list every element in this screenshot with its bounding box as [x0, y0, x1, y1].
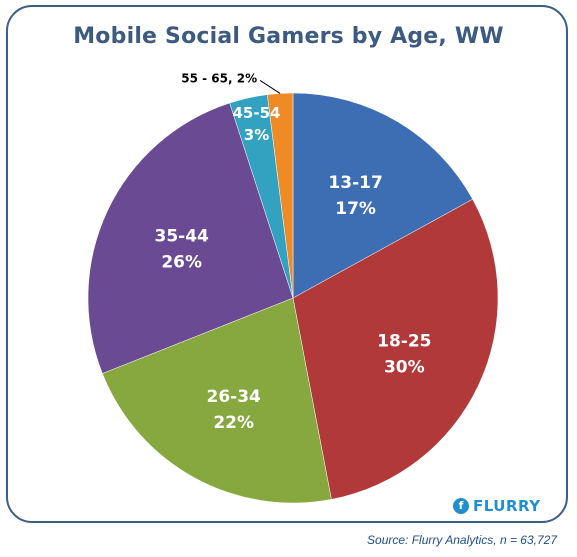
pie-slice-18-25 — [292, 198, 499, 500]
chart-title: Mobile Social Gamers by Age, WW — [73, 24, 504, 49]
pie-slice-35-44 — [87, 102, 294, 374]
slice-label-18-25: 18-25 30% — [377, 331, 431, 377]
pie-slice-13-17 — [292, 92, 473, 299]
slice-label-55-65: 55 - 65, 2% — [181, 71, 257, 85]
leader-line-55-65 — [259, 79, 281, 94]
pie-labels: 13-17 17% 18-25 30% 26-34 22% 35-44 26% 45-54 3% 5… — [155, 71, 432, 432]
slice-label-45-54: 45-54 3% — [233, 104, 281, 144]
pie-slices — [87, 92, 499, 504]
pie-slice-26-34 — [102, 297, 332, 504]
source-note: Source: Flurry Analytics, n = 63,727 — [367, 533, 557, 547]
slice-label-35-44: 35-44 26% — [155, 227, 210, 273]
flurry-logo: f FLURRY — [453, 496, 541, 516]
slice-label-13-17: 13-17 17% — [328, 173, 382, 219]
pie-slice-55-65 — [267, 92, 294, 299]
slice-label-26-34: 26-34 22% — [207, 387, 262, 433]
flurry-logo-text: FLURRY — [473, 497, 541, 515]
flurry-logo-icon: f — [453, 498, 469, 514]
